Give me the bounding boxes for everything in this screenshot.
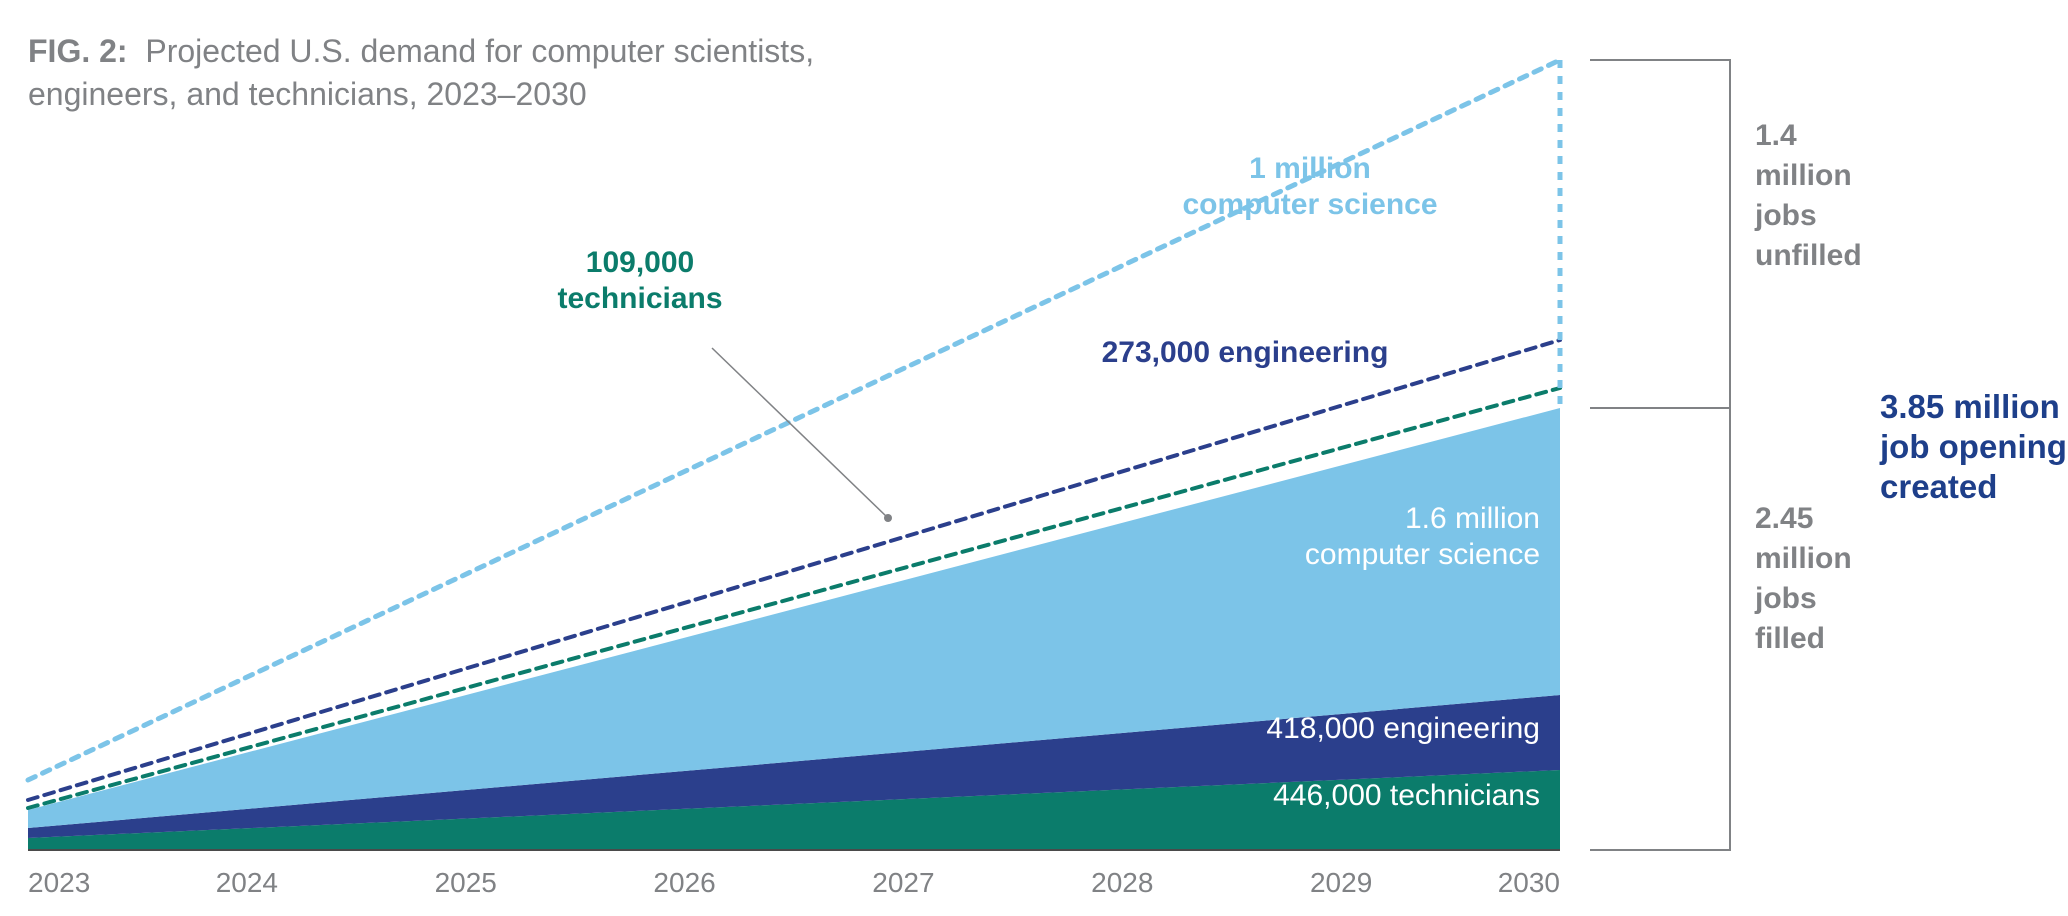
technicians-unfilled-leader-dot [884, 514, 892, 522]
x-axis-tick-2024: 2024 [216, 867, 278, 898]
area-chart: 2023 2024 2025 2026 2027 2028 2029 2030 446,000… [0, 0, 2068, 916]
bracket-unfilled [1590, 60, 1730, 408]
x-axis-tick-2028: 2028 [1091, 867, 1153, 898]
x-axis-tick-2027: 2027 [872, 867, 934, 898]
engineering-filled-label: 418,000 engineering [1266, 712, 1540, 745]
x-axis-labels: 2023 2024 2025 2026 2027 2028 2029 2030 [28, 867, 1560, 898]
x-axis-tick-2026: 2026 [653, 867, 715, 898]
technicians-filled-label: 446,000 technicians [1273, 779, 1540, 812]
technicians-unfilled-label: 109,000technicians [557, 246, 722, 315]
x-axis-tick-2023: 2023 [28, 867, 90, 898]
annotation-labels: 109,000technicians 273,000 engineering 1 m… [557, 152, 1437, 522]
side-labels: 1.4millionjobsunfilled 2.45millionjobsfil… [1754, 119, 2068, 655]
side-label-filled: 2.45millionjobsfilled [1754, 502, 1852, 655]
x-axis-tick-2025: 2025 [435, 867, 497, 898]
x-axis-tick-2029: 2029 [1310, 867, 1372, 898]
right-bracket [1590, 60, 1730, 850]
computer-science-unfilled-label: 1 millioncomputer science [1182, 152, 1437, 221]
engineering-unfilled-label: 273,000 engineering [1102, 336, 1389, 369]
bracket-filled [1590, 408, 1730, 850]
side-label-total: 3.85 millionjob openingscreated [1879, 388, 2068, 505]
side-label-unfilled: 1.4millionjobsunfilled [1754, 119, 1862, 272]
x-axis-tick-2030: 2030 [1498, 867, 1560, 898]
technicians-unfilled-leader [712, 348, 888, 518]
